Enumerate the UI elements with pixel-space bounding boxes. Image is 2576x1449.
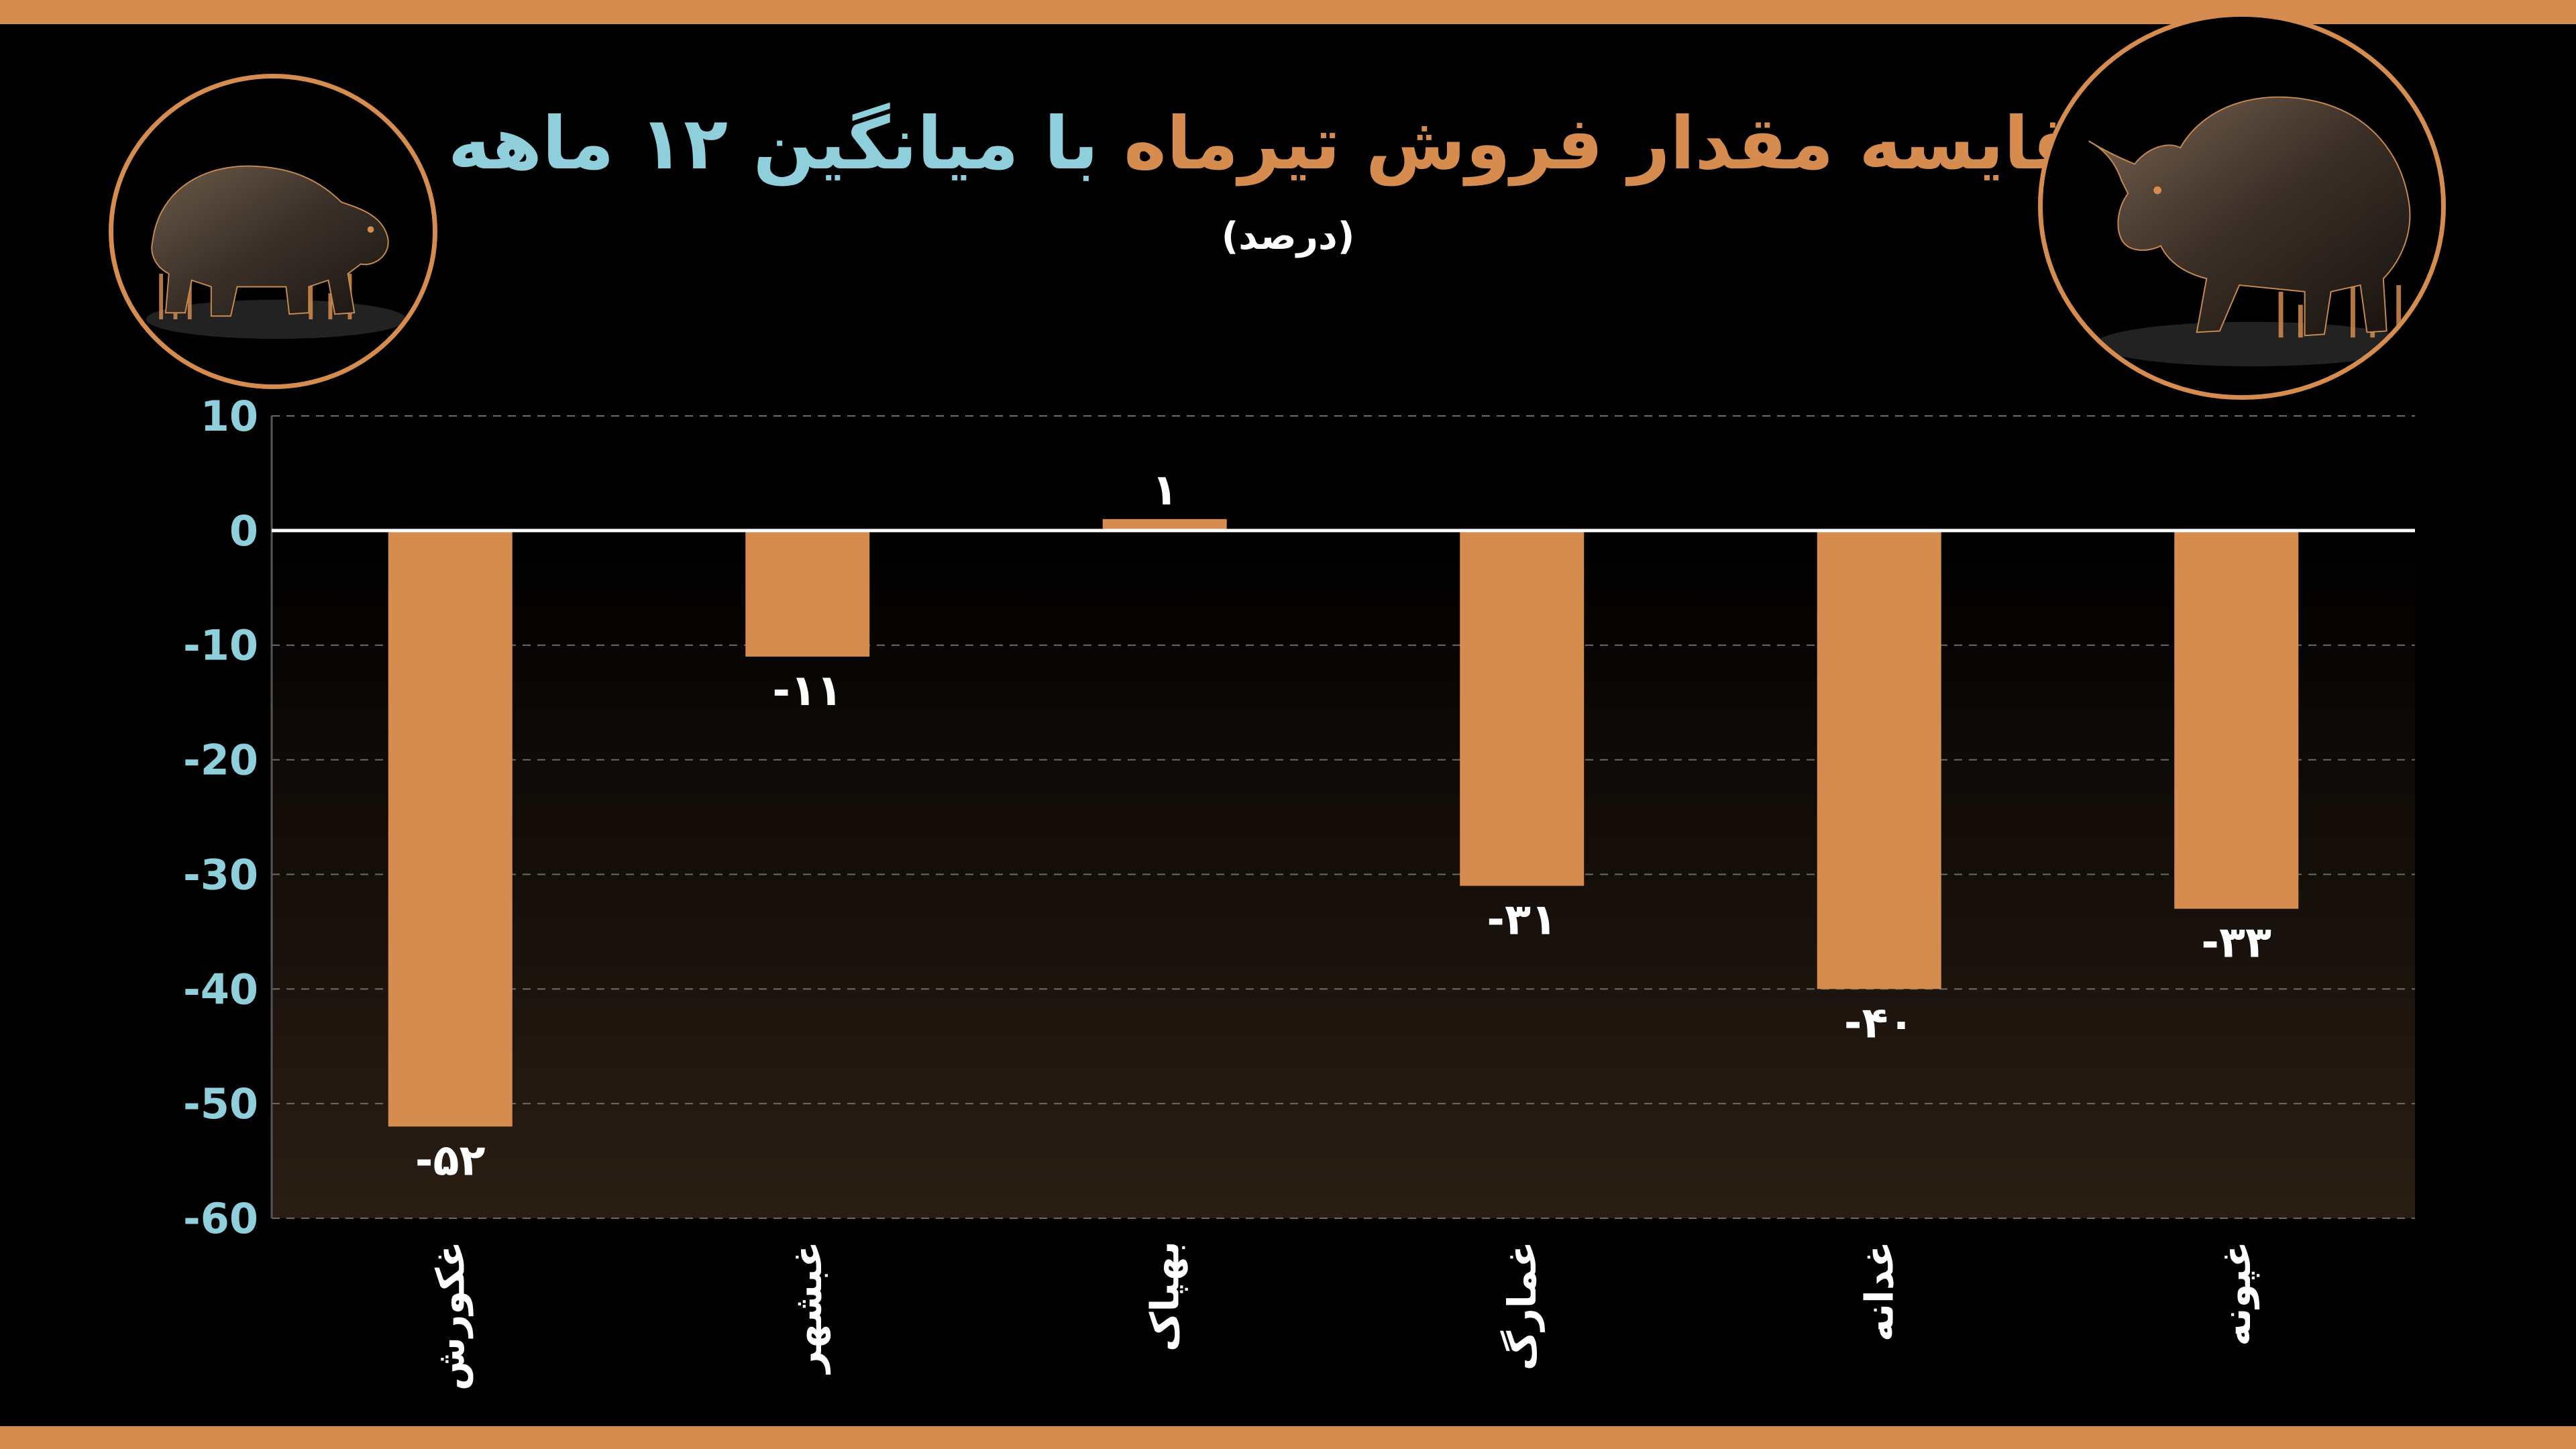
y-tick-label: -40 xyxy=(183,965,258,1014)
y-tick-label: -10 xyxy=(183,621,258,670)
y-tick-label: 10 xyxy=(201,392,258,441)
bear-icon xyxy=(113,78,433,384)
data-label: -۵۲ xyxy=(415,1136,486,1185)
bottom-frame-bar xyxy=(0,1426,2576,1449)
data-label: -۴۰ xyxy=(1844,998,1915,1048)
data-label: ۱ xyxy=(1152,466,1178,515)
title-part-2: تیرماه xyxy=(1124,102,1341,186)
x-tick-label: بهپاک xyxy=(1142,1241,1188,1352)
chart-title: مقایسه مقدار فروش تیرماه با میانگین ۱۲ م… xyxy=(0,101,2576,188)
y-tick-label: -50 xyxy=(183,1079,258,1128)
bar xyxy=(388,530,513,1127)
data-label: -۳۳ xyxy=(2201,918,2271,968)
chart-subtitle: (درصد) xyxy=(1221,215,1355,258)
bar xyxy=(1460,530,1585,886)
y-tick-label: 0 xyxy=(229,506,258,555)
bar xyxy=(745,530,870,657)
x-tick-label: غبشهر xyxy=(785,1241,831,1375)
y-tick-label: -30 xyxy=(183,850,258,899)
x-tick-label: غکورش xyxy=(427,1241,474,1391)
bull-medallion xyxy=(2038,12,2446,400)
y-tick-label: -60 xyxy=(183,1194,258,1243)
y-tick-label: -20 xyxy=(183,736,258,785)
bar xyxy=(1817,530,1941,989)
bear-medallion xyxy=(109,74,437,389)
top-frame-bar xyxy=(0,0,2576,24)
x-tick-label: غمارگ xyxy=(1499,1241,1545,1371)
title-part-1: مقایسه مقدار فروش xyxy=(1365,102,2129,186)
title-part-3: با میانگین ۱۲ ماهه xyxy=(447,102,1099,186)
data-label: -۳۱ xyxy=(1487,896,1557,945)
bar xyxy=(2174,530,2299,909)
data-label: -۱۱ xyxy=(772,666,843,716)
bull-icon xyxy=(2043,17,2441,395)
bar xyxy=(1102,519,1227,531)
x-tick-label: غپونه xyxy=(2214,1241,2260,1346)
x-tick-label: غدانه xyxy=(1856,1241,1902,1342)
